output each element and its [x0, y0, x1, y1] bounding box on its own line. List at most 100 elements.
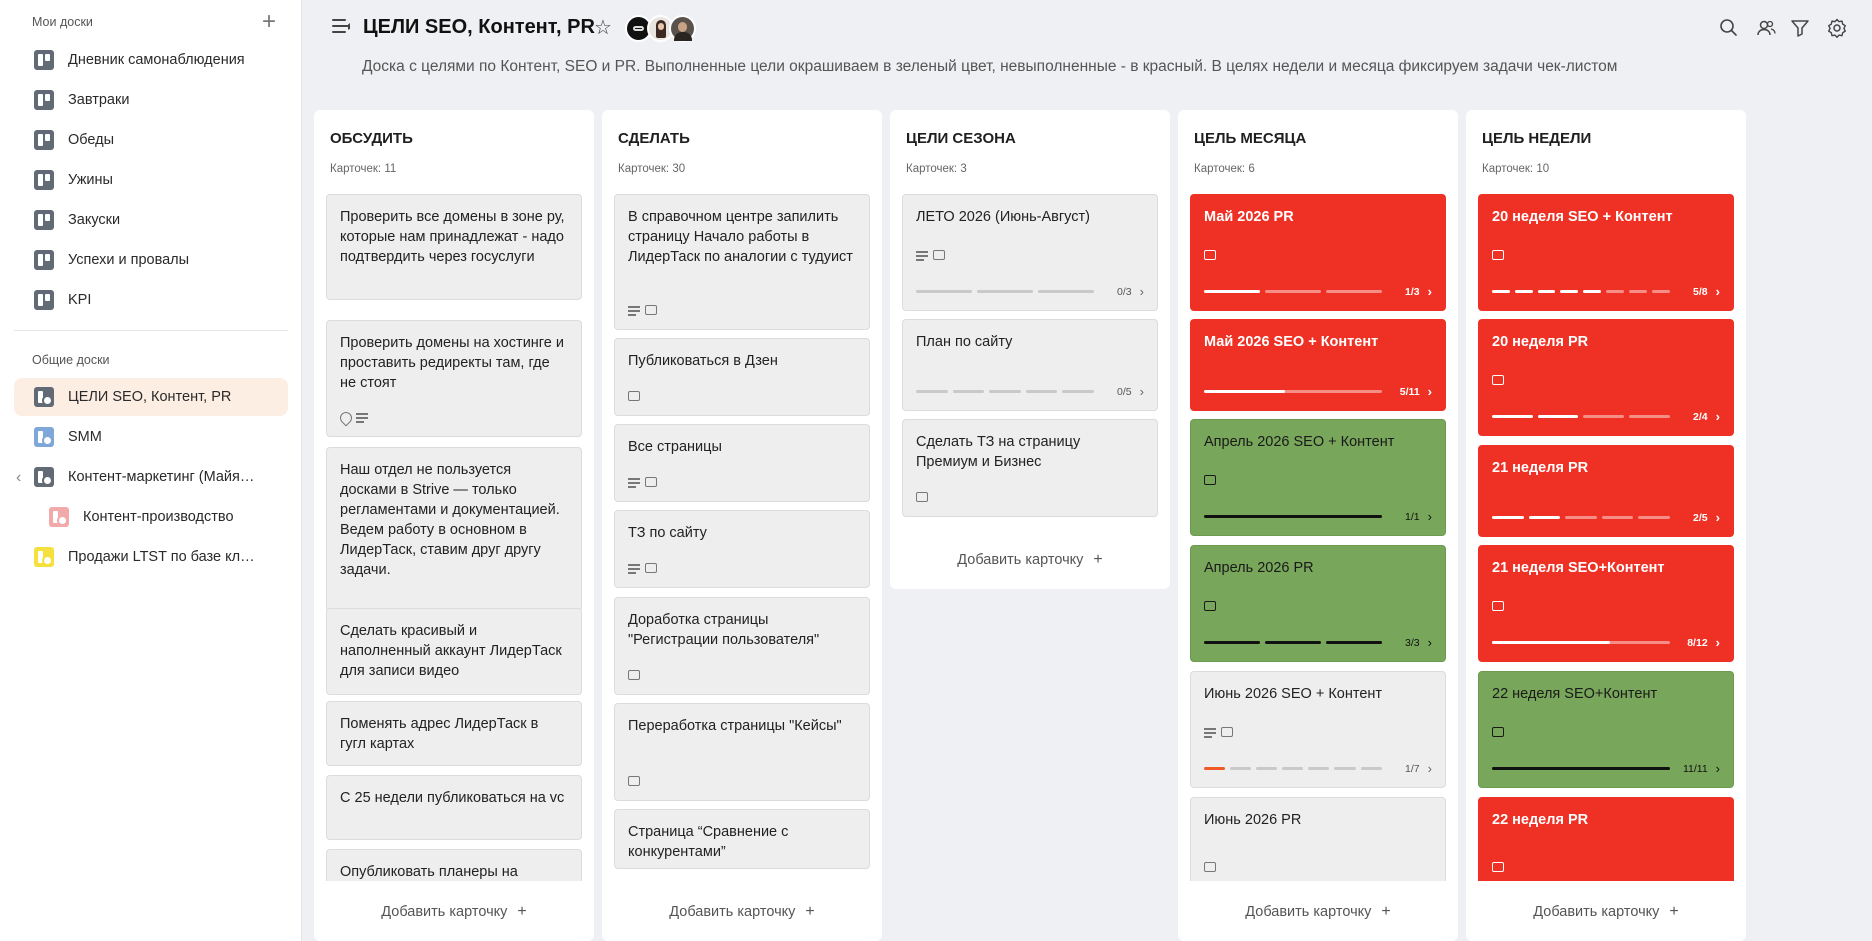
plus-icon: +: [517, 903, 527, 920]
sidebar-shared-board-item[interactable]: Контент-производство: [14, 498, 288, 536]
add-card-button[interactable]: Добавить карточку +: [314, 903, 594, 921]
board-card[interactable]: 21 неделя PR 2/5 ›: [1478, 445, 1734, 537]
board-card[interactable]: Страница “Сравнение с конкурентами”: [614, 809, 870, 869]
board-card[interactable]: Апрель 2026 SEO + Контент 1/1 ›: [1190, 419, 1446, 536]
board-card[interactable]: Июнь 2026 SEO + Контент 1/7 ›: [1190, 671, 1446, 788]
add-card-button[interactable]: Добавить карточку +: [1178, 903, 1458, 921]
card-meta: [628, 670, 640, 680]
card-meta: [1492, 250, 1504, 260]
sidebar-board-item[interactable]: KPI: [14, 281, 288, 319]
progress-count: 1/7: [1405, 762, 1420, 775]
card-meta: [1204, 862, 1216, 872]
sidebar-board-item[interactable]: Завтраки: [14, 81, 288, 119]
board-card[interactable]: Сделать красивый и наполненный аккаунт Л…: [326, 608, 582, 695]
board-card[interactable]: Июнь 2026 PR: [1190, 797, 1446, 881]
checklist-progress: 2/5 ›: [1492, 510, 1720, 525]
add-card-button[interactable]: Добавить карточку +: [890, 551, 1170, 569]
comment-icon: [1492, 601, 1504, 611]
sidebar: Мои доски + Дневник самонаблюдения Завтра…: [0, 0, 302, 941]
chevron-right-icon[interactable]: ›: [1715, 510, 1720, 525]
board-card[interactable]: Опубликовать планеры на: [326, 849, 582, 881]
board-card[interactable]: Переработка страницы "Кейсы": [614, 703, 870, 801]
sidebar-board-label: Завтраки: [68, 92, 130, 108]
board-card[interactable]: Проверить все домены в зоне ру, которые …: [326, 194, 582, 300]
sidebar-board-item[interactable]: Успехи и провалы: [14, 241, 288, 279]
card-title: ЛЕТО 2026 (Июнь-Август): [916, 209, 1090, 225]
board-card[interactable]: Проверить домены на хостинге и проставит…: [326, 320, 582, 437]
add-card-button[interactable]: Добавить карточку +: [602, 903, 882, 921]
chevron-right-icon[interactable]: ›: [1427, 384, 1432, 399]
board-card[interactable]: Май 2026 PR 1/3 ›: [1190, 194, 1446, 311]
chevron-left-icon[interactable]: ‹: [16, 469, 22, 486]
sidebar-shared-board-item[interactable]: ЦЕЛИ SEO, Контент, PR: [14, 378, 288, 416]
card-meta: [1204, 601, 1216, 611]
chevron-right-icon[interactable]: ›: [1715, 635, 1720, 650]
board-icon: [34, 130, 54, 150]
card-title: Июнь 2026 SEO + Контент: [1204, 686, 1383, 702]
board-card[interactable]: План по сайту 0/5 ›: [902, 319, 1158, 411]
sidebar-shared-board-item[interactable]: Контент-маркетинг (Майя…: [14, 458, 288, 496]
board-card[interactable]: С 25 недели публиковаться на vc: [326, 775, 582, 840]
board-card[interactable]: Май 2026 SEO + Контент 5/11 ›: [1190, 319, 1446, 411]
card-title: 20 неделя PR: [1492, 334, 1589, 350]
shared-board-icon: [34, 467, 54, 487]
avatar[interactable]: [669, 15, 696, 42]
add-card-label: Добавить карточку: [1245, 904, 1372, 920]
sidebar-board-item[interactable]: Обеды: [14, 121, 288, 159]
comment-icon: [645, 305, 657, 315]
comment-icon: [645, 477, 657, 487]
plus-icon: +: [1093, 551, 1103, 568]
members-icon[interactable]: [1755, 17, 1777, 39]
add-board-icon[interactable]: +: [261, 8, 276, 35]
settings-icon[interactable]: [1826, 17, 1848, 39]
board-card[interactable]: ЛЕТО 2026 (Июнь-Август) 0/3 ›: [902, 194, 1158, 311]
board-card[interactable]: Поменять адрес ЛидерТаск в гугл картах: [326, 701, 582, 766]
card-title: Май 2026 SEO + Контент: [1204, 334, 1379, 350]
chevron-right-icon[interactable]: ›: [1427, 635, 1432, 650]
plus-icon: +: [1669, 903, 1679, 920]
card-meta: [1492, 601, 1504, 611]
chevron-right-icon[interactable]: ›: [1427, 509, 1432, 524]
add-card-label: Добавить карточку: [381, 904, 508, 920]
search-icon[interactable]: [1718, 17, 1740, 39]
star-icon[interactable]: ☆: [594, 17, 612, 39]
comment-icon: [1221, 727, 1233, 737]
chevron-right-icon[interactable]: ›: [1427, 761, 1432, 776]
board-card[interactable]: Публиковаться в Дзен: [614, 338, 870, 416]
sidebar-shared-board-item[interactable]: Продажи LTST по базе кл…: [14, 538, 288, 576]
attachment-icon: [337, 409, 355, 427]
sidebar-board-item[interactable]: Дневник самонаблюдения: [14, 41, 288, 79]
comment-icon: [1492, 250, 1504, 260]
card-title: 21 неделя SEO+Контент: [1492, 560, 1665, 576]
board-card[interactable]: 21 неделя SEO+Контент 8/12 ›: [1478, 545, 1734, 662]
chevron-right-icon[interactable]: ›: [1715, 284, 1720, 299]
filter-icon[interactable]: [1789, 17, 1811, 39]
board-card[interactable]: Апрель 2026 PR 3/3 ›: [1190, 545, 1446, 662]
board-card[interactable]: Сделать ТЗ на страницу Премиум и Бизнес: [902, 419, 1158, 517]
board-card[interactable]: Наш отдел не пользуется досками в Strive…: [326, 447, 582, 612]
collapse-sidebar-icon[interactable]: [332, 16, 352, 36]
board-card[interactable]: 22 неделя PR: [1478, 797, 1734, 881]
chevron-right-icon[interactable]: ›: [1715, 409, 1720, 424]
board-card[interactable]: 22 неделя SEO+Контент 11/11 ›: [1478, 671, 1734, 788]
board-card[interactable]: Доработка страницы "Регистрации пользова…: [614, 597, 870, 695]
board-card[interactable]: 20 неделя PR 2/4 ›: [1478, 319, 1734, 436]
chevron-right-icon[interactable]: ›: [1139, 384, 1144, 399]
chevron-right-icon[interactable]: ›: [1715, 761, 1720, 776]
sidebar-board-label: Закуски: [68, 212, 121, 228]
board-card[interactable]: ТЗ по сайту: [614, 510, 870, 588]
board-card[interactable]: Все страницы: [614, 424, 870, 502]
sidebar-board-item[interactable]: Ужины: [14, 161, 288, 199]
board-card[interactable]: В справочном центре запилить страницу На…: [614, 194, 870, 330]
chevron-right-icon[interactable]: ›: [1427, 284, 1432, 299]
sidebar-board-label: Успехи и провалы: [68, 252, 190, 268]
sidebar-board-item[interactable]: Закуски: [14, 201, 288, 239]
add-card-button[interactable]: Добавить карточку +: [1466, 903, 1746, 921]
card-title: 20 неделя SEO + Контент: [1492, 209, 1673, 225]
comment-icon: [1492, 862, 1504, 872]
chevron-right-icon[interactable]: ›: [1139, 284, 1144, 299]
sidebar-shared-board-item[interactable]: SMM: [14, 418, 288, 456]
card-list: ЛЕТО 2026 (Июнь-Август) 0/3 › План по сайту…: [902, 194, 1158, 534]
description-icon: [628, 305, 641, 317]
board-card[interactable]: 20 неделя SEO + Контент 5/8 ›: [1478, 194, 1734, 311]
